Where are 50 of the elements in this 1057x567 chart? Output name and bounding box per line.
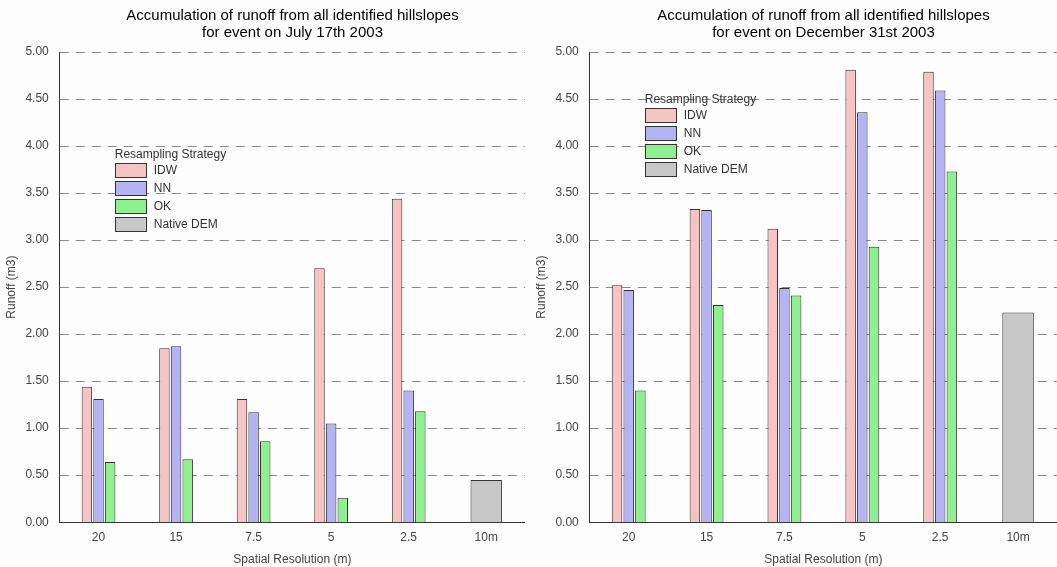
legend-label: Native DEM bbox=[683, 162, 748, 176]
legend-title: Resampling Strategy bbox=[114, 147, 227, 161]
y-tick-label: 2.50 bbox=[25, 279, 50, 294]
y-axis-title: Runoff (m3) bbox=[3, 255, 18, 319]
y-tick-label: 0.00 bbox=[555, 514, 580, 529]
x-tick-label: 10m bbox=[1006, 529, 1030, 544]
y-tick-label: 5.00 bbox=[555, 44, 580, 59]
x-tick-label: 7.5 bbox=[245, 529, 263, 544]
y-tick-label: 4.50 bbox=[25, 91, 50, 106]
y-tick-label: 2.00 bbox=[25, 326, 50, 341]
x-tick-label: 2.5 bbox=[400, 529, 418, 544]
legend-label: IDW bbox=[153, 163, 178, 177]
y-tick-label: 4.50 bbox=[555, 91, 580, 106]
legend-title: Resampling Strategy bbox=[644, 92, 757, 106]
legend-label: OK bbox=[683, 144, 702, 158]
y-tick-label: 4.00 bbox=[555, 138, 580, 153]
x-tick-label: 5 bbox=[858, 529, 866, 544]
x-axis-title: Spatial Resolution (m) bbox=[233, 552, 352, 567]
x-tick-label: 20 bbox=[91, 529, 106, 544]
legend-label: IDW bbox=[683, 108, 708, 122]
x-tick-label: 5 bbox=[327, 529, 335, 544]
y-tick-label: 2.50 bbox=[555, 279, 580, 294]
y-tick-label: 0.50 bbox=[25, 467, 50, 482]
x-tick-label: 10m bbox=[474, 529, 498, 544]
y-tick-label: 1.50 bbox=[25, 373, 50, 388]
y-tick-label: 0.50 bbox=[555, 467, 580, 482]
y-tick-label: 0.00 bbox=[25, 514, 50, 529]
y-axis-title: Runoff (m3) bbox=[533, 255, 548, 319]
x-tick-label: 7.5 bbox=[776, 529, 794, 544]
x-tick-label: 15 bbox=[169, 529, 184, 544]
y-tick-label: 3.00 bbox=[25, 232, 50, 247]
chart-title: Accumulation of runoff from all identified hillslopes for event on July 17th 2003 bbox=[125, 6, 460, 40]
y-tick-label: 1.00 bbox=[25, 420, 50, 435]
legend-label: NN bbox=[153, 181, 172, 195]
x-axis-title: Spatial Resolution (m) bbox=[764, 552, 883, 567]
y-tick-label: 5.00 bbox=[25, 44, 50, 59]
legend-label: OK bbox=[153, 199, 172, 213]
chart-title: Accumulation of runoff from all identified hillslopes for event on December 31st 2003 bbox=[656, 6, 991, 40]
y-tick-label: 4.00 bbox=[25, 138, 50, 153]
y-tick-label: 3.50 bbox=[555, 185, 580, 200]
x-tick-label: 2.5 bbox=[931, 529, 949, 544]
y-tick-label: 3.00 bbox=[555, 232, 580, 247]
legend-label: NN bbox=[683, 126, 702, 140]
legend-label: Native DEM bbox=[153, 217, 218, 231]
y-tick-label: 2.00 bbox=[555, 326, 580, 341]
x-tick-label: 20 bbox=[622, 529, 636, 544]
y-tick-label: 3.50 bbox=[25, 185, 50, 200]
y-tick-label: 1.00 bbox=[555, 420, 580, 435]
y-tick-label: 1.50 bbox=[555, 373, 580, 388]
x-tick-label: 15 bbox=[699, 529, 714, 544]
